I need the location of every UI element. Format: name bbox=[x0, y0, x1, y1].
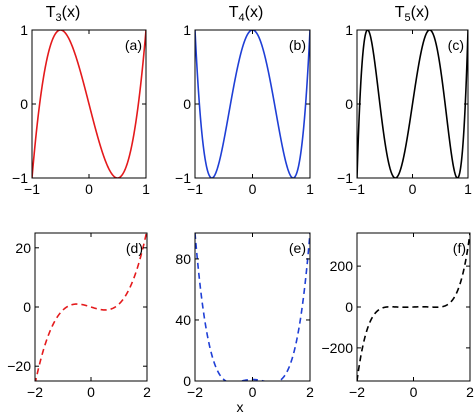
panel-a-xtick-label: −1 bbox=[24, 181, 40, 197]
panel-e-ytick-label: 40 bbox=[175, 312, 191, 328]
panel-f-ytick-label: 200 bbox=[330, 258, 354, 274]
panel-b: T4(x) −1 0 1 −1 0 1 (b) bbox=[175, 4, 314, 197]
x-axis-label: x bbox=[237, 399, 244, 415]
panel-d-xtick-label: 0 bbox=[87, 384, 95, 400]
panel-c-xtick-label: 1 bbox=[464, 181, 472, 197]
panel-f-xtick-label: 2 bbox=[466, 384, 474, 400]
panel-d-ytick-label: 0 bbox=[23, 299, 31, 315]
panel-d-ytick-label: −20 bbox=[7, 358, 31, 374]
panel-c: T5(x) −1 0 1 −1 0 1 (c) bbox=[337, 4, 472, 197]
panel-e-label: (e) bbox=[289, 240, 306, 256]
panel-f-xtick-label: −2 bbox=[349, 384, 365, 400]
panel-f-ytick-label: 0 bbox=[345, 299, 353, 315]
panel-e-xtick-label: −2 bbox=[187, 384, 203, 400]
panel-b-ytick-label: 0 bbox=[183, 96, 191, 112]
panel-f-series-line bbox=[357, 233, 470, 381]
panel-c-ytick-label: 1 bbox=[345, 22, 353, 38]
panel-a-xtick-label: 0 bbox=[85, 181, 93, 197]
panel-d-ytick-label: 20 bbox=[15, 240, 31, 256]
panel-b-xtick-label: 0 bbox=[249, 181, 257, 197]
panel-e-xtick-label: 2 bbox=[306, 384, 314, 400]
panel-c-label: (c) bbox=[448, 37, 464, 53]
panel-a-title: T3(x) bbox=[46, 4, 81, 24]
panel-b-label: (b) bbox=[289, 37, 306, 53]
panel-d-xtick-label: −2 bbox=[27, 384, 43, 400]
panel-b-ytick-label: −1 bbox=[175, 170, 191, 186]
panel-a-xtick-label: 1 bbox=[142, 181, 150, 197]
panel-d-xtick-label: 2 bbox=[143, 384, 151, 400]
panel-e-ytick-label: 80 bbox=[175, 251, 191, 267]
panel-b-ytick-label: 1 bbox=[183, 22, 191, 38]
panel-f-label: (f) bbox=[453, 240, 466, 256]
panel-a-label: (a) bbox=[125, 37, 142, 53]
panel-c-xtick-label: −1 bbox=[349, 181, 365, 197]
panel-a-ytick-label: 1 bbox=[20, 22, 28, 38]
panel-b-xtick-label: −1 bbox=[187, 181, 203, 197]
panel-b-series-line bbox=[195, 30, 310, 178]
panel-a: T3(x) −1 0 1 −1 0 1 (a) bbox=[12, 4, 150, 197]
panel-f-xtick-label: 0 bbox=[410, 384, 418, 400]
panel-f: −2 0 2 −200 0 200 (f) bbox=[321, 232, 474, 400]
panel-f-ytick-label: −200 bbox=[321, 340, 353, 356]
panel-c-ytick-label: −1 bbox=[337, 170, 353, 186]
panel-c-xtick-label: 0 bbox=[409, 181, 417, 197]
panel-b-xtick-label: 1 bbox=[306, 181, 314, 197]
panel-e-ytick-label: 0 bbox=[183, 373, 191, 389]
panel-d-label: (d) bbox=[126, 240, 143, 256]
panel-c-title: T5(x) bbox=[395, 4, 430, 24]
panel-a-ytick-label: −1 bbox=[12, 170, 28, 186]
panel-c-series-line bbox=[357, 30, 468, 178]
panel-a-ytick-label: 0 bbox=[20, 96, 28, 112]
panel-d-series-line bbox=[35, 233, 147, 381]
panel-a-series-line bbox=[32, 30, 146, 178]
panel-c-ytick-label: 0 bbox=[345, 96, 353, 112]
panel-b-title: T4(x) bbox=[229, 4, 264, 24]
panel-e-xtick-label: 0 bbox=[249, 384, 257, 400]
